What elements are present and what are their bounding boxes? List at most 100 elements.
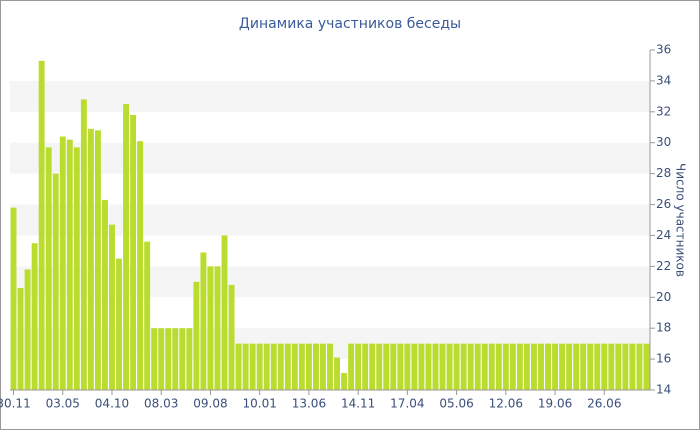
bar (228, 284, 235, 390)
y-axis-label: Число участников (674, 163, 688, 277)
bar (200, 252, 207, 390)
x-tick-label: 03.05 (46, 397, 80, 411)
x-tick-label: 09.08 (193, 397, 227, 411)
x-tick-label: 05.06 (439, 397, 473, 411)
bar (38, 60, 45, 391)
bar (615, 343, 622, 390)
bar (502, 343, 509, 390)
bar (559, 343, 566, 390)
bar (66, 139, 73, 390)
bar (601, 343, 608, 390)
bar (383, 343, 390, 390)
bar (116, 258, 122, 390)
y-tick-label: 20 (656, 290, 671, 304)
bar (355, 343, 362, 390)
bar (636, 343, 643, 390)
bar (481, 343, 488, 390)
bar (566, 343, 573, 390)
bar (573, 343, 580, 390)
bar (453, 343, 460, 390)
bar (179, 328, 186, 390)
bar (495, 343, 502, 390)
bar (109, 224, 115, 390)
bar (643, 343, 650, 390)
x-tick-label: 08.03 (144, 397, 178, 411)
bar (87, 128, 94, 390)
y-tick-label: 36 (656, 43, 671, 57)
bar (52, 173, 59, 390)
bar (312, 343, 319, 390)
bar (172, 328, 179, 390)
y-tick-label: 26 (656, 197, 671, 211)
bar (474, 343, 481, 390)
x-tick-label: 30.11 (0, 397, 31, 411)
bar (348, 343, 355, 390)
bar (249, 343, 256, 390)
bar (552, 343, 559, 390)
bar (397, 343, 404, 390)
bar (256, 343, 263, 390)
bar (284, 343, 291, 390)
bar (45, 147, 52, 390)
bar (305, 343, 312, 390)
bar (73, 147, 80, 390)
bar (207, 266, 214, 390)
bar (425, 343, 432, 390)
y-tick-label: 28 (656, 166, 671, 180)
y-tick-label: 32 (656, 104, 671, 118)
y-tick-label: 16 (656, 352, 671, 366)
bar (80, 99, 87, 391)
bar (186, 328, 193, 390)
bar (509, 343, 516, 390)
bar (221, 235, 228, 390)
bar (341, 373, 348, 390)
y-tick-label: 22 (656, 259, 671, 273)
bar (418, 343, 425, 390)
grid-band (10, 80, 650, 112)
bar (59, 136, 66, 390)
bar (17, 288, 24, 390)
x-tick-label: 04.10 (95, 397, 129, 411)
bar (516, 343, 523, 390)
bar (467, 343, 474, 390)
bar (270, 343, 277, 390)
y-tick-label: 34 (656, 73, 671, 87)
grid-band (10, 142, 650, 174)
bar (531, 343, 537, 390)
bar (291, 343, 298, 390)
bar (94, 130, 101, 390)
bar (594, 343, 601, 390)
bar (362, 343, 369, 390)
bar (277, 343, 284, 390)
bar (242, 343, 249, 390)
y-tick-label: 24 (656, 228, 671, 242)
x-tick-label: 12.06 (489, 397, 523, 411)
bar (523, 343, 530, 390)
bar (235, 343, 242, 390)
bar (439, 343, 446, 390)
x-tick-label: 17.04 (390, 397, 424, 411)
x-tick-label: 10.01 (242, 397, 276, 411)
bar (193, 281, 200, 390)
bar (263, 343, 270, 390)
grid-band (10, 204, 650, 236)
y-tick-label: 18 (656, 321, 671, 335)
bar (622, 343, 629, 390)
bar (460, 343, 467, 390)
bar (327, 343, 333, 390)
bar (334, 357, 340, 390)
bar (144, 241, 151, 390)
bar (404, 343, 411, 390)
bar (165, 328, 172, 390)
x-tick-label: 14.11 (341, 397, 375, 411)
bar (151, 328, 158, 390)
bar (580, 343, 587, 390)
bar (101, 199, 108, 390)
x-tick-label: 19.06 (538, 397, 572, 411)
bar (432, 343, 439, 390)
bar (123, 104, 129, 390)
bar (488, 343, 495, 390)
x-tick-label: 13.06 (292, 397, 326, 411)
x-tick-label: 26.06 (587, 397, 621, 411)
